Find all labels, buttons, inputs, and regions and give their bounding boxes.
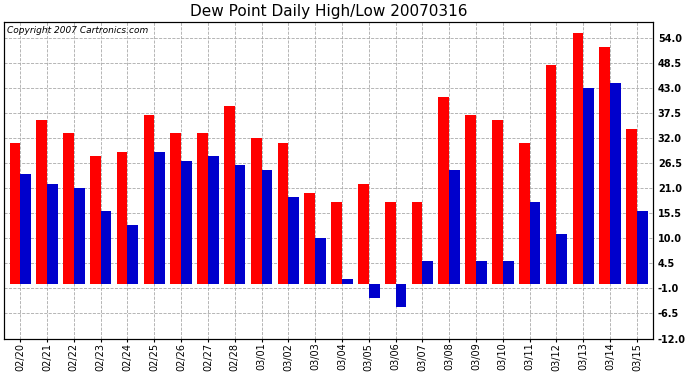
Bar xyxy=(438,97,449,284)
Bar xyxy=(368,284,380,297)
Bar xyxy=(573,33,583,284)
Bar xyxy=(315,238,326,284)
Bar xyxy=(197,134,208,284)
Bar xyxy=(304,193,315,284)
Bar xyxy=(412,202,422,284)
Bar xyxy=(101,211,111,284)
Bar xyxy=(422,261,433,284)
Text: Copyright 2007 Cartronics.com: Copyright 2007 Cartronics.com xyxy=(8,27,148,36)
Bar xyxy=(556,234,567,284)
Bar xyxy=(47,183,58,284)
Bar xyxy=(74,188,85,284)
Bar xyxy=(492,120,503,284)
Bar xyxy=(600,47,610,284)
Bar xyxy=(583,88,594,284)
Bar xyxy=(10,142,20,284)
Bar xyxy=(170,134,181,284)
Bar xyxy=(181,161,192,284)
Bar xyxy=(358,183,368,284)
Bar xyxy=(449,170,460,284)
Bar xyxy=(155,152,165,284)
Bar xyxy=(476,261,486,284)
Bar xyxy=(626,129,637,284)
Bar xyxy=(546,65,556,284)
Bar xyxy=(144,115,155,284)
Bar xyxy=(117,152,128,284)
Bar xyxy=(503,261,513,284)
Bar xyxy=(385,202,395,284)
Bar xyxy=(277,142,288,284)
Bar xyxy=(128,225,138,284)
Bar xyxy=(262,170,273,284)
Bar xyxy=(208,156,219,284)
Bar xyxy=(465,115,476,284)
Bar xyxy=(235,165,246,284)
Bar xyxy=(63,134,74,284)
Bar xyxy=(342,279,353,284)
Bar xyxy=(288,197,299,284)
Bar xyxy=(251,138,262,284)
Bar xyxy=(610,83,621,284)
Bar xyxy=(530,202,540,284)
Bar xyxy=(395,284,406,307)
Title: Dew Point Daily High/Low 20070316: Dew Point Daily High/Low 20070316 xyxy=(190,4,467,19)
Bar xyxy=(637,211,648,284)
Bar xyxy=(20,174,31,284)
Bar xyxy=(90,156,101,284)
Bar xyxy=(519,142,530,284)
Bar xyxy=(331,202,342,284)
Bar xyxy=(37,120,47,284)
Bar xyxy=(224,106,235,284)
